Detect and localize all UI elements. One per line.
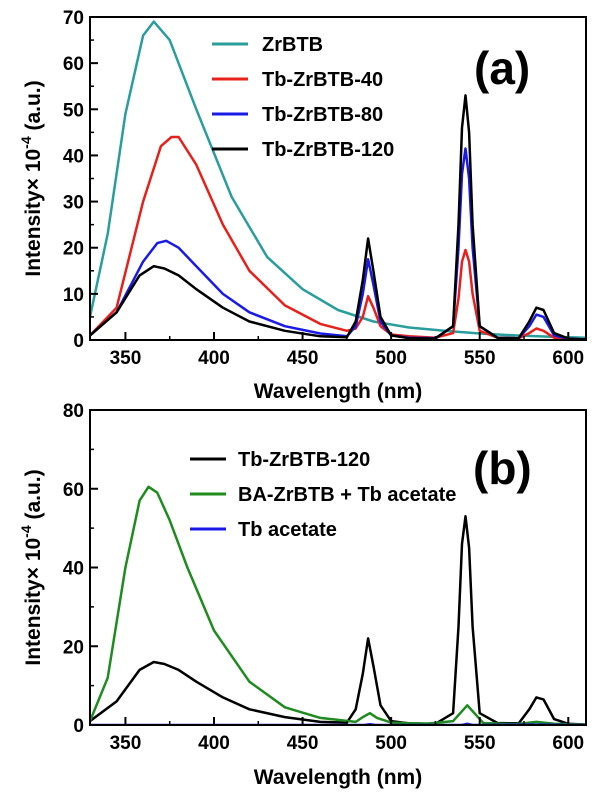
x-tick-label-a-5: 600: [552, 348, 584, 369]
legend-label-a-3: Tb-ZrBTB-120: [262, 139, 394, 161]
y-tick-label-a-4: 40: [63, 146, 84, 167]
y-axis-title-a: Intensity× 10-4 (a.u.): [18, 80, 45, 276]
y-tick-label-b-0: 0: [73, 716, 84, 737]
x-tick-label-a-0: 350: [110, 348, 142, 369]
y-axis-title-exponent-a: -4: [18, 136, 34, 149]
series-line-a-3: [90, 94, 586, 340]
y-tick-label-b-3: 60: [63, 480, 84, 501]
series-line-b-0: [90, 515, 586, 725]
y-axis-title-unit-a: (a.u.): [22, 80, 45, 136]
x-tick-label-a-2: 450: [287, 348, 319, 369]
x-tick-label-b-2: 450: [287, 733, 319, 754]
y-axis-title-b: Intensity× 10-4 (a.u.): [18, 469, 45, 665]
legend-label-a-1: Tb-ZrBTB-40: [262, 69, 383, 91]
x-tick-label-b-3: 500: [375, 733, 407, 754]
y-tick-label-a-1: 10: [63, 285, 84, 306]
panel-label-b: (b): [473, 442, 532, 494]
legend-label-b-0: Tb-ZrBTB-120: [238, 449, 370, 471]
y-tick-label-a-3: 30: [63, 193, 84, 214]
x-tick-label-b-5: 600: [552, 733, 584, 754]
x-tick-label-a-4: 550: [464, 348, 496, 369]
x-tick-label-b-0: 350: [110, 733, 142, 754]
y-axis-title-exponent-b: -4: [18, 525, 34, 538]
y-tick-label-b-1: 20: [63, 637, 84, 658]
panel-a-chart: 350 400 450 500 550 600 0 10 20 30 40 50 60 70 Wavelen…: [18, 8, 587, 403]
legend-label-a-2: Tb-ZrBTB-80: [262, 104, 383, 126]
legend-label-b-1: BA-ZrBTB + Tb acetate: [238, 484, 456, 506]
legend-label-b-2: Tb acetate: [238, 519, 337, 541]
x-tick-label-a-1: 400: [198, 348, 230, 369]
y-tick-label-b-2: 40: [63, 559, 84, 580]
panel-b-chart: 350 400 450 500 550 600 0 20 40 60 80 Wavelength (n…: [18, 401, 587, 789]
x-tick-label-a-3: 500: [375, 348, 407, 369]
panel-label-a: (a): [474, 42, 530, 94]
y-axis-title-unit-b: (a.u.): [22, 469, 45, 525]
y-axis-title-main-b: Intensity: [22, 579, 45, 666]
series-line-b-1: [90, 485, 586, 725]
y-tick-label-b-4: 80: [63, 401, 84, 422]
y-tick-label-a-7: 70: [63, 8, 84, 29]
y-axis-title-multiplier-b: × 10: [22, 538, 45, 579]
y-tick-label-a-0: 0: [73, 331, 84, 352]
x-tick-label-b-1: 400: [198, 733, 230, 754]
x-axis-title-b: Wavelength (nm): [254, 766, 422, 789]
y-tick-label-a-5: 50: [63, 100, 84, 121]
y-tick-label-a-2: 20: [63, 239, 84, 260]
x-axis-title-a: Wavelength (nm): [254, 380, 422, 403]
legend-label-a-0: ZrBTB: [262, 34, 323, 56]
x-tick-label-b-4: 550: [464, 733, 496, 754]
y-tick-label-a-6: 60: [63, 54, 84, 75]
y-axis-title-multiplier-a: × 10: [22, 149, 45, 190]
y-axis-title-main-a: Intensity: [22, 190, 45, 277]
